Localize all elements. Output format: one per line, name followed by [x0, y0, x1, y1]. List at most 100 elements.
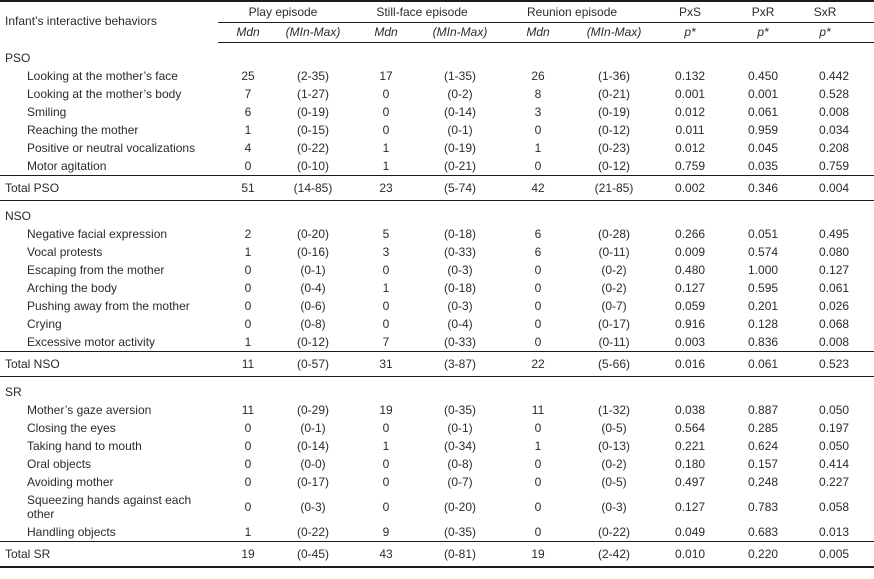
behavior-row: Excessive motor activity 1 (0-12) 7 (0-33) 0 (…	[0, 333, 874, 352]
behavior-row: Crying 0 (0-8) 0 (0-4) 0 (0-17) 0.916 0.128 0.068	[0, 315, 874, 333]
value-cell: 0.836	[748, 335, 779, 349]
col-group-reunion-episode: Reunion episode	[496, 1, 649, 23]
behavior-label: Closing the eyes	[27, 421, 116, 435]
col-group-play-episode: Play episode	[218, 1, 348, 23]
value-cell: (0-3)	[601, 500, 627, 514]
value-cell: 0.523	[794, 351, 874, 377]
value-cell: (0-11)	[598, 335, 630, 349]
value-cell: 0.050	[819, 439, 850, 453]
value-cell: 0.266	[675, 227, 706, 241]
value-cell: 0	[534, 335, 542, 349]
value-cell: 0	[534, 457, 542, 471]
table-body: PSO Looking at the mother’s face 25 (2-35) 1…	[0, 43, 874, 568]
value-cell: 1	[382, 159, 390, 173]
value-cell: 0.959	[748, 123, 779, 137]
value-cell: 0	[534, 159, 542, 173]
behavior-label: Motor agitation	[27, 159, 107, 173]
value-cell: 0.197	[819, 421, 850, 435]
value-cell: 0.759	[819, 159, 850, 173]
value-cell: (0-5)	[601, 421, 627, 435]
value-cell: 0.061	[732, 351, 795, 377]
value-cell: (0-20)	[296, 227, 329, 241]
value-cell: 0.221	[675, 439, 706, 453]
value-cell: 0.001	[675, 87, 706, 101]
behavior-label: Squeezing hands against each other	[27, 493, 192, 521]
behavior-label: Escaping from the mother	[27, 263, 165, 277]
behavior-label: Reaching the mother	[27, 123, 139, 137]
value-cell: (0-14)	[296, 439, 329, 453]
total-row-nso: Total NSO 11 (0-57) 31 (3-87) 22 (5-66) 0.016 0.…	[0, 351, 874, 377]
value-cell: 0.010	[648, 541, 733, 568]
value-cell: (0-15)	[296, 123, 329, 137]
value-cell: 0	[382, 299, 390, 313]
value-cell: (0-33)	[444, 245, 477, 259]
behavior-label: Looking at the mother’s face	[27, 69, 178, 83]
section-row-sr: SR	[0, 377, 874, 402]
row-header-label: Infant’s interactive behaviors	[5, 13, 157, 28]
value-cell: 0.059	[675, 299, 706, 313]
behavior-label: Looking at the mother’s body	[27, 87, 182, 101]
value-cell: (0-2)	[447, 87, 473, 101]
col-group-pxs: PxS	[648, 1, 733, 23]
value-cell: (0-4)	[300, 281, 326, 295]
value-cell: 0.564	[675, 421, 706, 435]
behavior-row: Motor agitation 0 (0-10) 1 (0-21) 0 (0-12) 0.75…	[0, 157, 874, 176]
behavior-label: Arching the body	[27, 281, 118, 295]
value-cell: (0-19)	[444, 141, 477, 155]
col-group-pxr: PxR	[732, 1, 795, 23]
value-cell: 0.528	[819, 87, 850, 101]
value-cell: 0.208	[819, 141, 850, 155]
value-cell: 0.128	[748, 317, 779, 331]
behavior-label: Crying	[27, 317, 62, 331]
value-cell: 0.050	[819, 403, 850, 417]
subheader-sf-minmax: (MIn-Max)	[424, 22, 497, 43]
value-cell: 0	[382, 457, 390, 471]
value-cell: 42	[496, 175, 581, 201]
section-row-nso: NSO	[0, 201, 874, 226]
total-row-pso: Total PSO 51 (14-85) 23 (5-74) 42 (21-85) 0.002…	[0, 175, 874, 201]
behavior-label: Mother’s gaze aversion	[27, 403, 152, 417]
value-cell: 1	[244, 335, 252, 349]
subheader-play-mdn: Mdn	[218, 22, 278, 43]
value-cell: (0-33)	[444, 335, 477, 349]
value-cell: 0.068	[819, 317, 850, 331]
value-cell: 0.887	[748, 403, 779, 417]
total-label: Total NSO	[0, 351, 218, 377]
value-cell: (0-81)	[424, 541, 497, 568]
value-cell: 51	[218, 175, 278, 201]
value-cell: 0	[382, 263, 390, 277]
behavior-row: Arching the body 0 (0-4) 1 (0-18) 0 (0-2) 0.127…	[0, 279, 874, 297]
value-cell: 0.002	[648, 175, 733, 201]
value-cell: (0-19)	[296, 105, 329, 119]
value-cell: (0-13)	[598, 439, 631, 453]
behavior-label: Handling objects	[27, 525, 116, 539]
value-cell: 0.227	[819, 475, 850, 489]
value-cell: (21-85)	[580, 175, 649, 201]
value-cell: 0.034	[819, 123, 850, 137]
value-cell: 0	[382, 123, 390, 137]
value-cell: 0.045	[748, 141, 779, 155]
value-cell: 25	[241, 69, 255, 83]
value-cell: 0.480	[675, 263, 706, 277]
value-cell: 3	[382, 245, 390, 259]
value-cell: 0.180	[675, 457, 706, 471]
value-cell: 0.061	[748, 105, 779, 119]
col-group-sxr: SxR	[794, 1, 874, 23]
value-cell: 0	[382, 87, 390, 101]
value-cell: (0-22)	[296, 141, 329, 155]
value-cell: (2-35)	[296, 69, 329, 83]
value-cell: 22	[496, 351, 581, 377]
behavior-row: Taking hand to mouth 0 (0-14) 1 (0-34) 1 (0-13…	[0, 437, 874, 455]
value-cell: (0-3)	[447, 299, 473, 313]
value-cell: (0-3)	[300, 500, 326, 514]
subheader-sf-mdn: Mdn	[348, 22, 424, 43]
behavior-label: Oral objects	[27, 457, 92, 471]
value-cell: (0-1)	[300, 421, 326, 435]
behavior-row: Smiling 6 (0-19) 0 (0-14) 3 (0-19) 0.012 0.061 0.…	[0, 103, 874, 121]
value-cell: (0-19)	[598, 105, 631, 119]
header-group-row: Infant’s interactive behaviors Play epis…	[0, 1, 874, 28]
value-cell: (0-8)	[447, 457, 473, 471]
value-cell: (0-22)	[296, 525, 329, 539]
value-cell: 0.414	[819, 457, 850, 471]
